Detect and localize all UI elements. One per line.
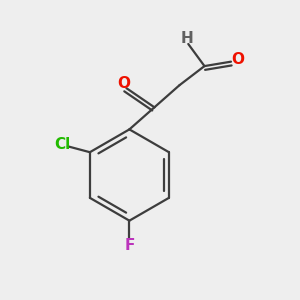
Text: F: F [124,238,135,253]
Text: O: O [231,52,244,67]
Text: Cl: Cl [54,137,70,152]
Text: O: O [117,76,130,91]
Text: H: H [180,31,193,46]
